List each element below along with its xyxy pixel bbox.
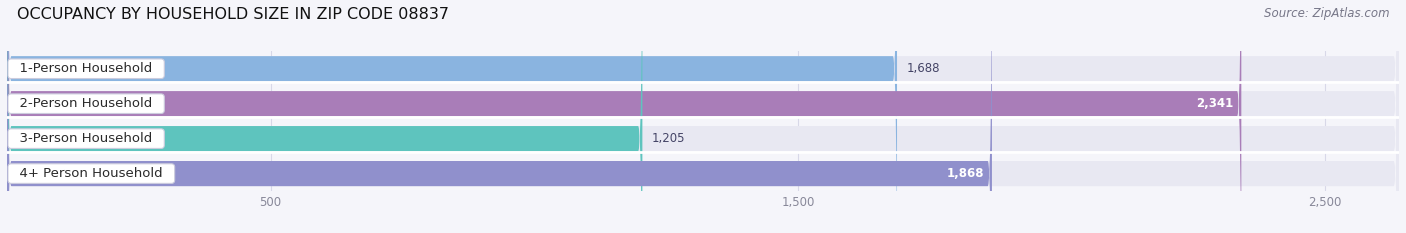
Text: 1,688: 1,688: [907, 62, 941, 75]
FancyBboxPatch shape: [7, 0, 993, 233]
Text: 1,205: 1,205: [652, 132, 685, 145]
FancyBboxPatch shape: [7, 0, 643, 233]
Text: 1-Person Household: 1-Person Household: [11, 62, 162, 75]
Text: Source: ZipAtlas.com: Source: ZipAtlas.com: [1264, 7, 1389, 20]
FancyBboxPatch shape: [7, 0, 1399, 233]
Text: 2,341: 2,341: [1197, 97, 1233, 110]
FancyBboxPatch shape: [7, 0, 1399, 233]
Text: 4+ Person Household: 4+ Person Household: [11, 167, 172, 180]
Text: OCCUPANCY BY HOUSEHOLD SIZE IN ZIP CODE 08837: OCCUPANCY BY HOUSEHOLD SIZE IN ZIP CODE …: [17, 7, 449, 22]
FancyBboxPatch shape: [7, 0, 1241, 233]
Text: 2-Person Household: 2-Person Household: [11, 97, 162, 110]
Text: 3-Person Household: 3-Person Household: [11, 132, 162, 145]
FancyBboxPatch shape: [7, 0, 1399, 233]
FancyBboxPatch shape: [7, 0, 1399, 233]
FancyBboxPatch shape: [7, 0, 897, 233]
Text: 1,868: 1,868: [946, 167, 984, 180]
